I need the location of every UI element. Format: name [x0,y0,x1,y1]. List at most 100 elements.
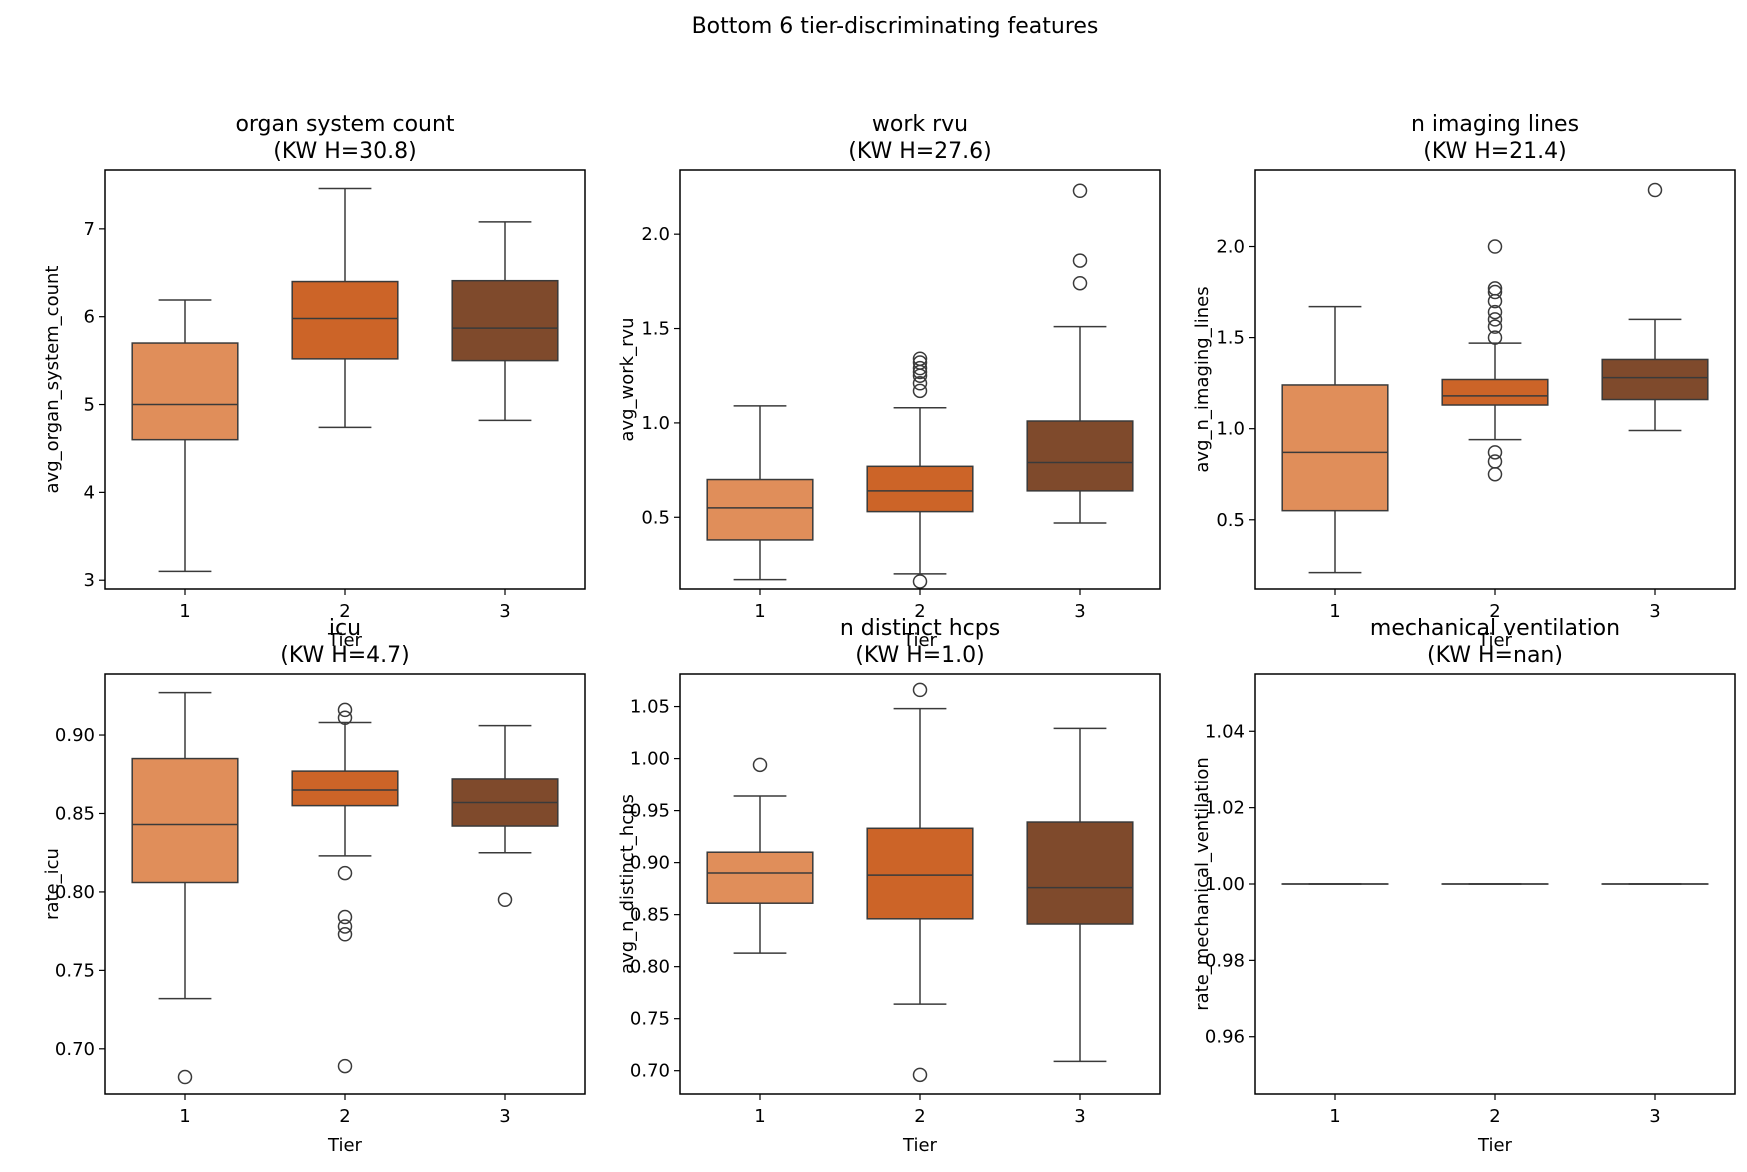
panel-5-xtick-label: 2 [914,1106,925,1127]
panel-2-box-tier-2 [866,351,974,589]
panel-4-ylabel: rate_icu [42,848,63,920]
panel-3-xtick-label: 1 [1329,601,1340,622]
panel-2-outlier-point [1072,253,1088,268]
panel-5-ytick-label: 1.00 [630,749,670,770]
panel-6-xlabel: Tier [1477,1135,1513,1156]
panel-6: mechanical ventilation(KW H=nan) 0.96 0.98… [1192,616,1736,1156]
panel-6-xtick-label: 2 [1489,1106,1500,1127]
panel-5-xlabel: Tier [902,1135,938,1156]
panel-6-title: mechanical ventilation [1370,616,1620,641]
panel-2-outlier-point [1072,275,1088,291]
panel-1-title-kw: (KW H=30.8) [273,139,417,164]
panel-1-iqr-box [291,280,399,360]
panel-4-xtick-label: 1 [179,1106,190,1127]
panel-4-title: icu [329,616,361,641]
panel-3-ytick-label: 0.5 [1216,510,1245,531]
panel-2-outlier-point [912,383,928,399]
panel-3: n imaging lines(KW H=21.4) 0.5 1.0 1.5 2.0 1 2… [1192,112,1736,651]
panel-3-xtick-label: 2 [1489,601,1500,622]
panel-2-box-tier-3 [1026,183,1134,524]
panel-2-outlier-point [912,376,928,391]
panel-1-ytick-label: 3 [84,570,95,591]
panel-4-iqr-box [291,770,399,807]
panel-1-ytick-label: 6 [84,307,95,328]
panel-5-box-tier-2 [866,682,974,1083]
panel-4-ytick-label: 0.90 [55,725,95,746]
panel-3-outlier-point [1487,281,1503,296]
panel-5-ytick-label: 0.75 [630,1009,670,1030]
panel-2: work rvu(KW H=27.6) 0.5 1.0 1.5 2.0 1 2 3 Tier av… [617,112,1161,651]
panel-5-ytick-label: 0.85 [630,905,670,926]
panel-3-box-tier-3 [1601,182,1709,432]
panel-5-outlier-point [752,757,768,773]
panel-2-xtick-label: 1 [754,601,765,622]
panel-5-xtick-label: 3 [1074,1106,1085,1127]
panel-2-xlabel: Tier [902,630,938,651]
panel-3-title-kw: (KW H=21.4) [1423,139,1567,164]
panel-3-ytick-label: 2.0 [1216,237,1245,258]
panel-5-iqr-box [866,827,974,920]
panel-3-ylabel: avg_n_imaging_lines [1192,286,1213,472]
panel-1-box-tier-1 [131,299,239,573]
panel-5-title-kw: (KW H=1.0) [855,643,985,668]
panel-6-ytick-label: 1.04 [1205,721,1245,742]
panel-2-ytick-label: 0.5 [641,507,670,528]
panel-1-iqr-box [131,342,239,441]
panel-4-ytick-label: 0.85 [55,803,95,824]
panel-3-iqr-box [1441,378,1549,406]
panel-1-xtick-label: 3 [499,601,510,622]
panel-4-outlier-point [337,919,353,934]
panel-2-title-kw: (KW H=27.6) [848,139,992,164]
panel-4-xtick-label: 2 [339,1106,350,1127]
panel-6-ytick-label: 1.02 [1205,798,1245,819]
panel-4-iqr-box [131,757,239,884]
panel-2-outlier-point [912,574,928,589]
panel-2-outlier-point [912,351,928,366]
panel-4-outlier-point [337,909,353,925]
panel-3-outlier-point [1487,466,1503,482]
panel-1-ytick-label: 7 [84,219,95,240]
panel-5-ytick-label: 0.95 [630,801,670,822]
panel-2-iqr-box [1026,420,1134,492]
panel-5: n distinct hcps(KW H=1.0) 0.70 0.75 0.80 0.8… [617,616,1161,1156]
panel-3-outlier-point [1487,312,1503,327]
panel-3-xtick-label: 3 [1649,601,1660,622]
panel-4-outlier-point [337,1058,353,1074]
panel-1-ytick-label: 4 [84,482,95,503]
panel-3-ytick-label: 1.0 [1216,419,1245,440]
panel-5-ylabel: avg_n_distinct_hcps [617,794,638,974]
panel-4-outlier-point [337,702,353,718]
panel-5-xtick-label: 1 [754,1106,765,1127]
panel-3-outlier-point [1487,239,1503,254]
panel-2-outlier-point [1072,183,1088,199]
panel-2-box-tier-1 [706,405,814,581]
panel-4-outlier-point [337,710,353,726]
panel-1-iqr-box [451,279,559,362]
panel-3-outlier-point [1487,454,1503,469]
panel-1-xtick-label: 1 [179,601,190,622]
panel-2-ytick-label: 2.0 [641,224,670,245]
panel-3-xlabel: Tier [1477,630,1513,651]
panel-3-box-tier-1 [1281,305,1389,574]
panel-4-xlabel: Tier [327,1135,363,1156]
panel-1-box-tier-2 [291,187,399,429]
panel-4-box-tier-3 [451,724,559,908]
panel-6-title-kw: (KW H=nan) [1427,643,1563,668]
panel-1-xlabel: Tier [327,630,363,651]
panel-4-box-tier-1 [131,691,239,1085]
panel-4-outlier-point [337,865,353,881]
panel-3-box-tier-2 [1441,239,1549,482]
figure-suptitle: Bottom 6 tier-discriminating features [692,14,1099,39]
panel-1-ytick-label: 5 [84,395,95,416]
panel-2-outlier-point [912,360,928,376]
panel-4-ytick-label: 0.75 [55,960,95,981]
panel-3-title: n imaging lines [1411,112,1579,137]
panel-5-iqr-box [1026,821,1134,925]
panel-3-outlier-point [1487,284,1503,300]
panel-4-ytick-label: 0.80 [55,882,95,903]
panel-3-outlier-point [1487,319,1503,334]
panel-2-ytick-label: 1.5 [641,319,670,340]
panel-1-ylabel: avg_organ_system_count [42,266,63,494]
panel-2-iqr-box [706,478,814,541]
